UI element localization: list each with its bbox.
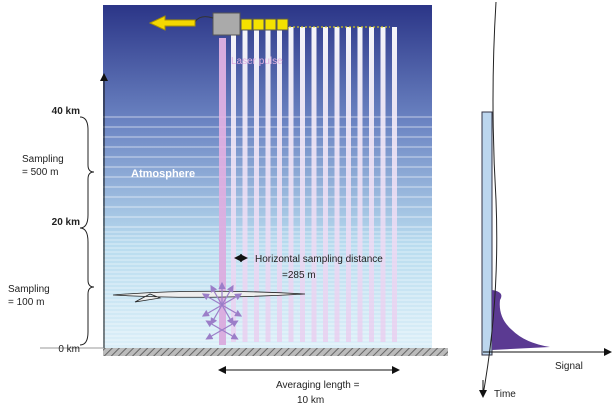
sampling-label: Sampling	[8, 284, 50, 295]
signal-label: Signal	[555, 361, 583, 372]
averaging-bar	[300, 27, 305, 342]
scatter-arrow	[201, 293, 223, 306]
averaging-bar	[334, 27, 340, 342]
signal-return	[492, 290, 550, 350]
scatter-arrow	[201, 304, 223, 317]
time-axis-line	[482, 1, 498, 396]
averaging-bar	[380, 27, 386, 342]
time-label: Time	[494, 389, 516, 400]
averaging-bar	[242, 27, 248, 342]
scatter-arrow	[221, 284, 234, 306]
sampling-label: = 100 m	[8, 297, 44, 308]
averaging-bar	[357, 27, 363, 342]
averaging-bars	[231, 27, 397, 342]
solar-panels	[240, 18, 289, 31]
averaging-bar	[265, 27, 271, 342]
averaging-bar	[254, 27, 259, 342]
averaging-label: Averaging length =	[276, 380, 360, 391]
brace-500m	[79, 116, 95, 229]
averaging-bar	[288, 27, 294, 342]
sampling-label: Sampling	[22, 154, 64, 165]
averaging-bar	[277, 27, 282, 342]
satellite-cable	[194, 16, 214, 23]
scatter-arrow	[221, 293, 243, 306]
averaging-bar	[346, 27, 351, 342]
scatter-arrow	[210, 284, 223, 306]
brace-100m	[79, 227, 95, 346]
laser-beam	[219, 38, 226, 345]
hsd-label: =285 m	[282, 270, 316, 281]
averaging-bar	[392, 27, 397, 342]
scatter-arrows	[201, 281, 243, 340]
signal-bar	[481, 111, 493, 356]
scatter-arrow	[221, 320, 239, 331]
sampling-label: = 500 m	[22, 167, 58, 178]
averaging-bar	[369, 27, 374, 342]
hsd-label: Horizontal sampling distance	[255, 254, 383, 265]
scatter-arrow	[221, 304, 243, 317]
averaging-label: 10 km	[297, 395, 324, 406]
altitude-label: 20 km	[52, 217, 80, 228]
averaging-bar	[311, 27, 317, 342]
scatter-arrow	[205, 329, 223, 340]
flight-direction-arrow	[148, 15, 196, 31]
averaging-bar	[323, 27, 328, 342]
scatter-arrow	[221, 329, 239, 340]
atmosphere-label: Atmosphere	[131, 168, 195, 180]
ground	[103, 348, 448, 356]
satellite-body	[212, 12, 241, 36]
scatter-arrow	[205, 320, 223, 331]
altitude-label: 40 km	[52, 106, 80, 117]
altitude-label: 0 km	[58, 344, 80, 355]
averaging-bar	[231, 27, 236, 342]
laser-label: Laser pulse	[231, 56, 283, 67]
